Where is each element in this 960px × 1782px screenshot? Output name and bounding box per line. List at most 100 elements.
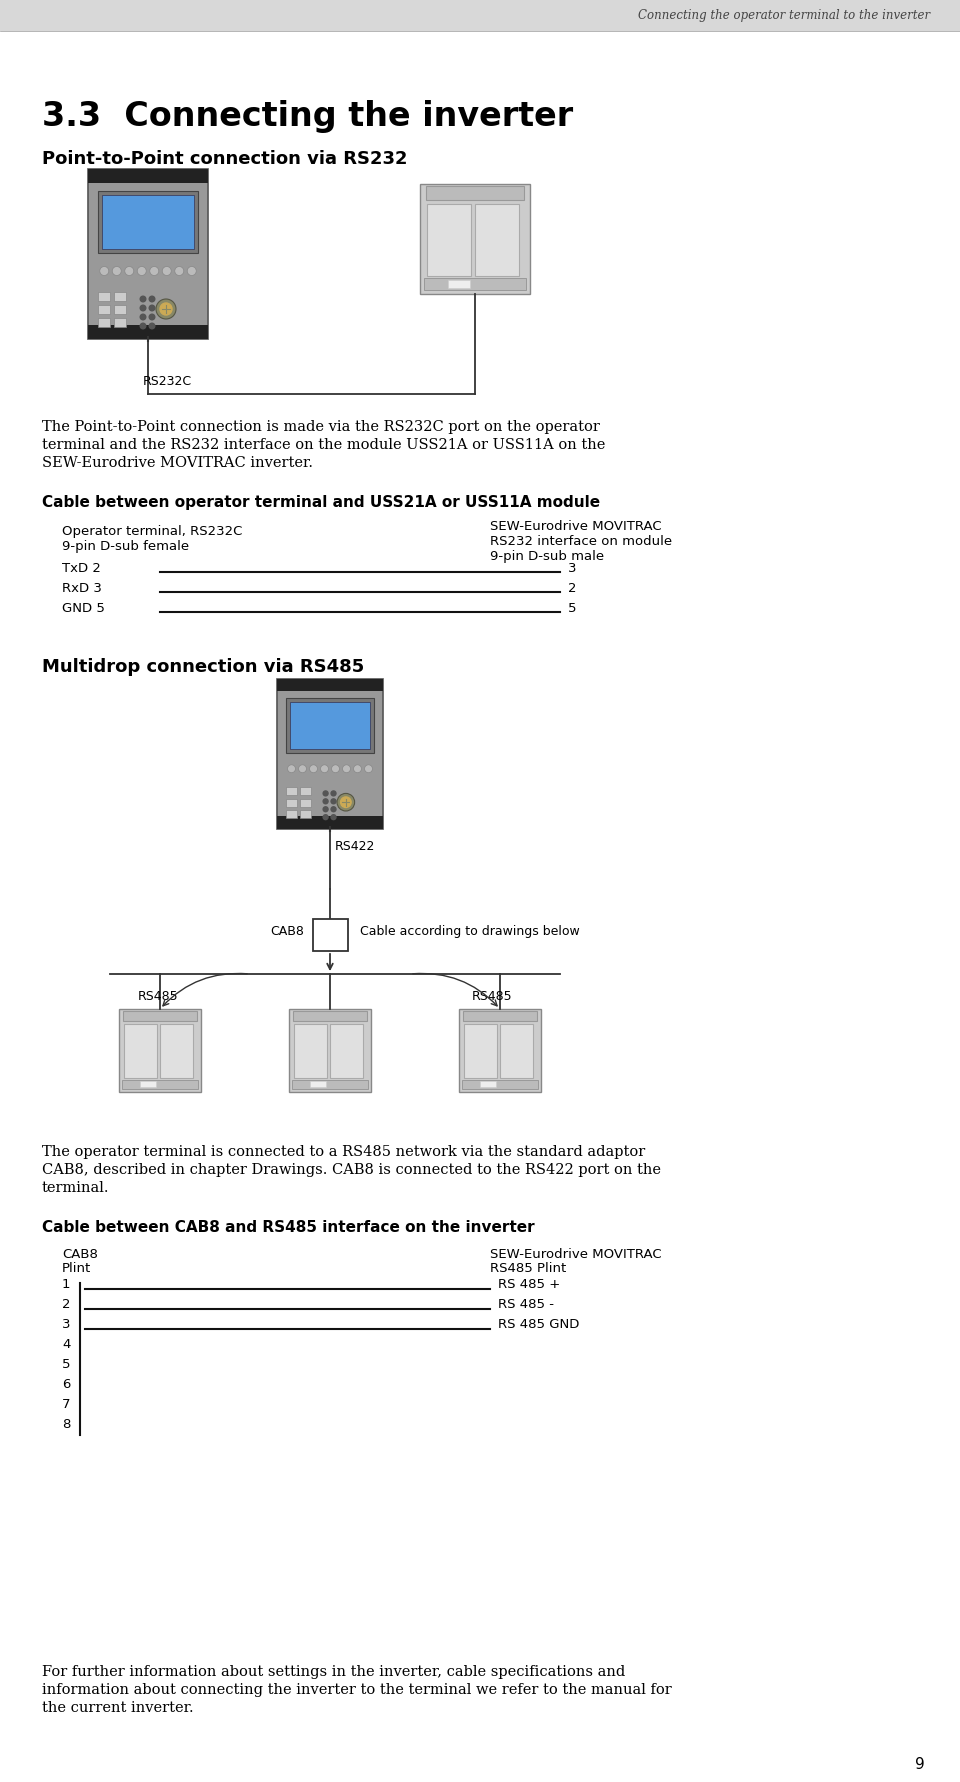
- Bar: [277, 679, 383, 829]
- Text: CAB8: CAB8: [62, 1247, 98, 1260]
- Circle shape: [162, 267, 171, 276]
- Text: SEW-Eurodrive MOVITRAC: SEW-Eurodrive MOVITRAC: [490, 520, 661, 533]
- Circle shape: [187, 267, 196, 276]
- Text: The Point-to-Point connection is made via the RS232C port on the operator: The Point-to-Point connection is made vi…: [42, 421, 600, 433]
- Circle shape: [175, 267, 183, 276]
- Circle shape: [324, 791, 328, 797]
- Bar: [310, 1082, 326, 1087]
- Circle shape: [331, 814, 336, 820]
- Bar: [459, 1009, 541, 1092]
- Bar: [119, 1009, 202, 1092]
- Text: Plint: Plint: [62, 1262, 91, 1274]
- Bar: [114, 307, 126, 315]
- Circle shape: [337, 795, 354, 811]
- Text: SEW-Eurodrive MOVITRAC inverter.: SEW-Eurodrive MOVITRAC inverter.: [42, 456, 313, 470]
- Text: Cable according to drawings below: Cable according to drawings below: [359, 925, 579, 937]
- Text: terminal and the RS232 interface on the module USS21A or USS11A on the: terminal and the RS232 interface on the …: [42, 438, 606, 453]
- Circle shape: [343, 766, 350, 773]
- Text: 9: 9: [915, 1757, 924, 1771]
- Bar: [420, 185, 530, 294]
- Circle shape: [100, 267, 108, 276]
- Text: RS422: RS422: [335, 839, 375, 852]
- Text: 4: 4: [62, 1338, 70, 1351]
- Bar: [475, 205, 519, 276]
- Text: 7: 7: [62, 1397, 70, 1411]
- Circle shape: [137, 267, 146, 276]
- Circle shape: [331, 800, 336, 804]
- Text: RxD 3: RxD 3: [62, 581, 102, 593]
- Circle shape: [150, 267, 158, 276]
- Bar: [88, 169, 208, 340]
- Circle shape: [321, 766, 328, 773]
- Circle shape: [125, 267, 133, 276]
- Bar: [277, 679, 383, 691]
- Circle shape: [149, 324, 155, 330]
- Text: information about connecting the inverter to the terminal we refer to the manual: information about connecting the inverte…: [42, 1682, 672, 1696]
- Text: RS485 Plint: RS485 Plint: [490, 1262, 566, 1274]
- Text: terminal.: terminal.: [42, 1180, 109, 1194]
- Circle shape: [324, 814, 328, 820]
- Circle shape: [324, 800, 328, 804]
- Bar: [424, 278, 526, 290]
- Bar: [464, 1025, 497, 1078]
- Text: Point-to-Point connection via RS232: Point-to-Point connection via RS232: [42, 150, 407, 168]
- Bar: [160, 1025, 193, 1078]
- Text: GND 5: GND 5: [62, 601, 105, 615]
- Circle shape: [112, 267, 121, 276]
- Bar: [464, 1010, 537, 1021]
- Text: 2: 2: [568, 581, 577, 593]
- Bar: [98, 192, 198, 253]
- Circle shape: [299, 766, 306, 773]
- Text: 6: 6: [62, 1377, 70, 1390]
- Text: RS 485 +: RS 485 +: [498, 1278, 561, 1290]
- Bar: [114, 292, 126, 301]
- Bar: [300, 811, 311, 818]
- Text: 3: 3: [62, 1317, 70, 1331]
- Circle shape: [331, 807, 336, 813]
- Bar: [300, 788, 311, 797]
- Bar: [286, 800, 297, 807]
- Text: the current inverter.: the current inverter.: [42, 1700, 194, 1714]
- Text: 9-pin D-sub female: 9-pin D-sub female: [62, 540, 189, 552]
- Text: 8: 8: [62, 1418, 70, 1431]
- Bar: [122, 1080, 199, 1089]
- Bar: [0, 0, 960, 32]
- Bar: [98, 307, 110, 315]
- Bar: [448, 282, 470, 289]
- Text: RS 485 -: RS 485 -: [498, 1297, 554, 1312]
- Bar: [292, 1080, 369, 1089]
- Bar: [290, 702, 371, 750]
- Circle shape: [156, 299, 176, 319]
- Circle shape: [331, 791, 336, 797]
- Circle shape: [353, 766, 362, 773]
- Text: RS485: RS485: [471, 989, 513, 1003]
- Bar: [427, 205, 471, 276]
- Text: RS232C: RS232C: [143, 374, 192, 388]
- Bar: [294, 1025, 327, 1078]
- Bar: [313, 920, 348, 952]
- Text: 2: 2: [62, 1297, 70, 1312]
- Text: 5: 5: [62, 1358, 70, 1370]
- Bar: [286, 788, 297, 797]
- Text: 9-pin D-sub male: 9-pin D-sub male: [490, 549, 604, 563]
- Text: RS485: RS485: [137, 989, 179, 1003]
- Text: Cable between operator terminal and USS21A or USS11A module: Cable between operator terminal and USS2…: [42, 495, 600, 510]
- Circle shape: [149, 307, 155, 312]
- Text: SEW-Eurodrive MOVITRAC: SEW-Eurodrive MOVITRAC: [490, 1247, 661, 1260]
- Bar: [289, 1009, 372, 1092]
- Bar: [114, 319, 126, 328]
- Text: Cable between CAB8 and RS485 interface on the inverter: Cable between CAB8 and RS485 interface o…: [42, 1219, 535, 1235]
- Bar: [124, 1025, 157, 1078]
- Text: RS 485 GND: RS 485 GND: [498, 1317, 580, 1331]
- Text: 3: 3: [568, 561, 577, 574]
- Bar: [286, 699, 374, 754]
- Circle shape: [160, 303, 172, 315]
- Bar: [98, 292, 110, 301]
- Bar: [286, 811, 297, 818]
- Circle shape: [149, 315, 155, 321]
- Bar: [102, 196, 194, 249]
- Text: RS232 interface on module: RS232 interface on module: [490, 535, 672, 547]
- Bar: [88, 169, 208, 184]
- Circle shape: [149, 298, 155, 303]
- Bar: [98, 319, 110, 328]
